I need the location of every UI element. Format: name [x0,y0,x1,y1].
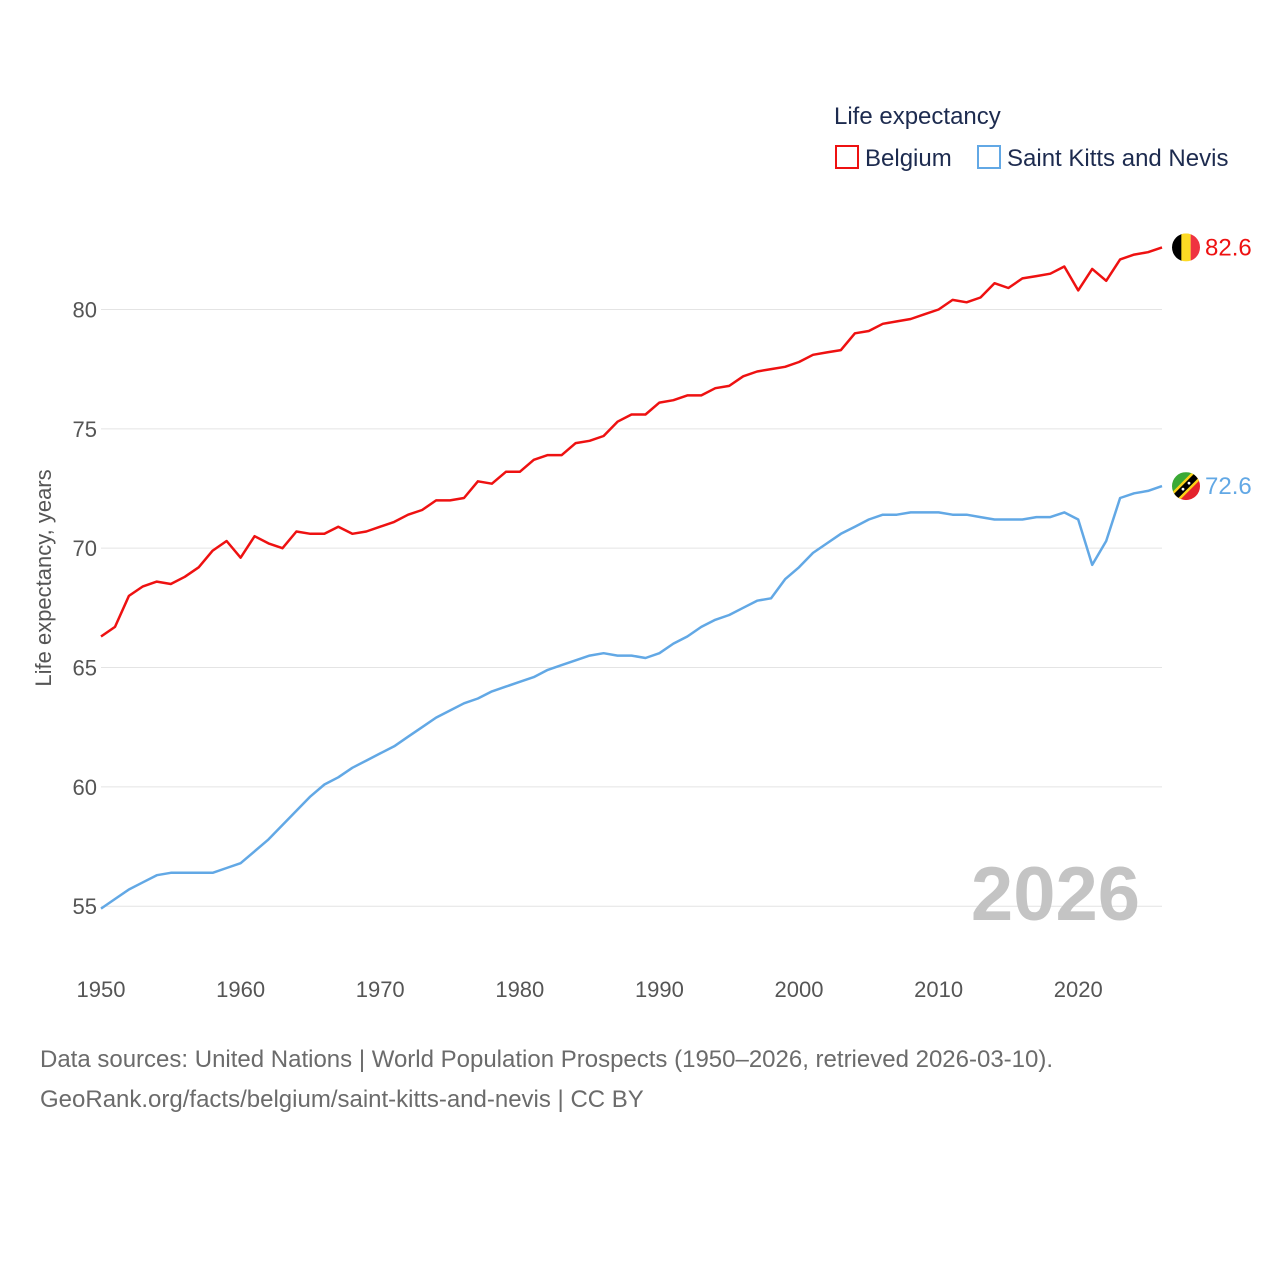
y-axis-label: Life expectancy, years [31,469,56,686]
legend: Life expectancy Belgium Saint Kitts and … [834,103,1228,172]
source-line-data: Data sources: United Nations | World Pop… [40,1046,1054,1073]
legend-swatch-belgium[interactable] [835,145,859,169]
end-label-saint-kitts-and-nevis: 72.6 [1205,473,1252,500]
x-tick-label-1960: 1960 [216,977,265,1002]
end-label-belgium: 82.6 [1205,234,1252,261]
legend-label-belgium[interactable]: Belgium [865,145,952,172]
legend-label-saint-kitts-and-nevis[interactable]: Saint Kitts and Nevis [1007,145,1228,172]
x-tick-label-2010: 2010 [914,977,963,1002]
y-tick-label-65: 65 [73,656,97,681]
y-tick-label-75: 75 [73,417,97,442]
x-tick-label-2000: 2000 [775,977,824,1002]
belgium-flag-icon [1172,233,1200,262]
y-tick-label-60: 60 [73,775,97,800]
x-tick-label-1980: 1980 [495,977,544,1002]
legend-title: Life expectancy [834,103,1001,130]
y-tick-label-70: 70 [73,536,97,561]
x-tick-label-2020: 2020 [1054,977,1103,1002]
legend-swatch-saint-kitts-and-nevis[interactable] [977,145,1001,169]
gridlines [101,308,1162,907]
series-line-saint-kitts-and-nevis[interactable] [100,484,1163,910]
x-tick-label-1970: 1970 [356,977,405,1002]
series-lines [100,246,1163,910]
x-tick-label-1950: 1950 [77,977,126,1002]
y-axis-ticks: 55 60 65 70 75 80 [73,297,97,919]
year-watermark: 2026 [971,852,1140,937]
x-tick-label-1990: 1990 [635,977,684,1002]
y-tick-label-80: 80 [73,297,97,322]
source-note: Data sources: United Nations | World Pop… [40,1040,1053,1120]
series-line-belgium[interactable] [100,246,1163,638]
saint-kitts-and-nevis-flag-icon [1172,472,1200,501]
x-axis-ticks: 1950 1960 1970 1980 1990 2000 2010 2020 [77,977,1103,1002]
source-line-link[interactable]: GeoRank.org/facts/belgium/saint-kitts-an… [40,1086,644,1113]
y-tick-label-55: 55 [73,894,97,919]
